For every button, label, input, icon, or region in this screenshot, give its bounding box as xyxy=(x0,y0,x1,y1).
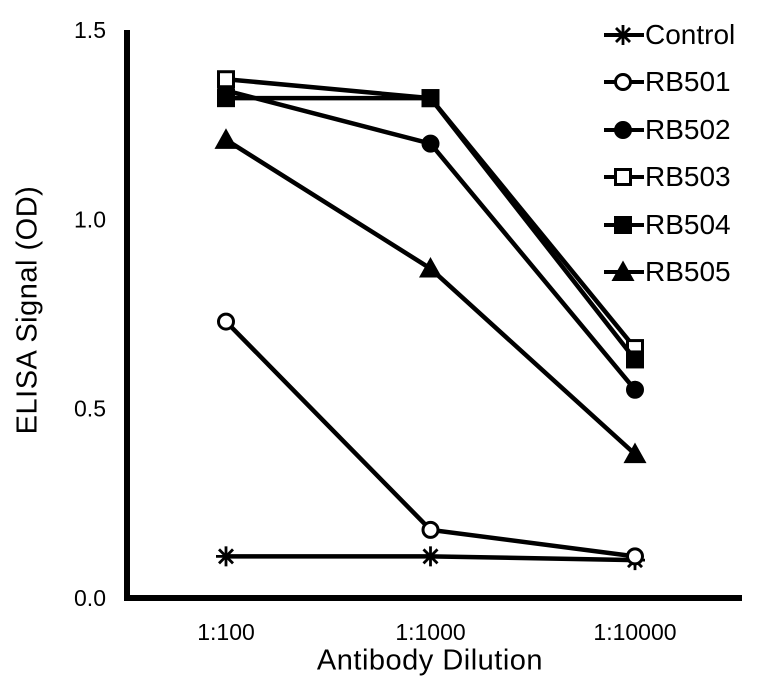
marker-square-rb503-1:100 xyxy=(217,70,235,89)
triangle-solid-icon xyxy=(604,260,644,282)
legend-label: RB502 xyxy=(645,113,731,145)
legend-label: RB504 xyxy=(645,208,731,240)
y-tick-label: 1.0 xyxy=(74,206,106,232)
y-tick-label: 0.5 xyxy=(74,396,106,422)
legend-item-control: Control xyxy=(603,11,735,59)
marker-circle-rb502-1:1000 xyxy=(421,134,440,153)
asterisk-open-icon xyxy=(604,24,644,45)
legend-label: RB503 xyxy=(645,161,731,193)
marker-asterisk-control-1:100 xyxy=(216,546,236,567)
x-tick-label: 1:10000 xyxy=(593,619,676,645)
legend-marker-rb502 xyxy=(614,120,632,139)
legend-item-rb502: RB502 xyxy=(603,106,735,154)
y-tick-label: 0.0 xyxy=(74,585,106,611)
marker-circle-rb501-1:1000 xyxy=(421,520,440,539)
x-tick-label: 1:100 xyxy=(197,619,255,645)
square-solid-icon xyxy=(604,215,644,234)
marker-circle-rb501-1:100 xyxy=(217,312,235,331)
legend-label: RB505 xyxy=(645,256,731,288)
legend-item-rb503: RB503 xyxy=(603,154,735,202)
legend-label: Control xyxy=(645,18,736,50)
marker-square-rb504-1:10000 xyxy=(626,350,644,369)
legend-marker-control xyxy=(613,24,633,45)
marker-square-rb504-1:1000 xyxy=(421,89,440,108)
x-tick-label: 1:1000 xyxy=(395,619,465,645)
circle-open-icon xyxy=(604,73,644,92)
square-open-icon xyxy=(604,168,644,187)
marker-triangle-rb505-1:100 xyxy=(214,128,238,149)
legend-item-rb501: RB501 xyxy=(603,59,735,107)
marker-triangle-rb505-1:10000 xyxy=(623,442,647,464)
marker-circle-rb501-1:10000 xyxy=(626,547,644,566)
y-tick-label: 1.5 xyxy=(74,17,106,43)
legend-marker-rb504 xyxy=(614,215,632,234)
legend-marker-rb505 xyxy=(611,260,635,282)
marker-asterisk-control-1:1000 xyxy=(420,546,441,567)
legend-label: RB501 xyxy=(645,66,731,98)
legend: Control RB501 RB502 RB503 RB504 RB505 xyxy=(603,11,735,296)
series-line-rb503 xyxy=(225,76,637,350)
legend-item-rb504: RB504 xyxy=(603,201,735,249)
x-axis-title: Antibody Dilution xyxy=(316,644,544,677)
legend-item-rb505: RB505 xyxy=(603,249,735,297)
circle-solid-icon xyxy=(604,120,644,139)
marker-triangle-rb505-1:1000 xyxy=(418,257,443,278)
y-axis-title: ELISA Signal (OD) xyxy=(11,185,44,435)
marker-square-rb504-1:100 xyxy=(217,89,235,108)
legend-marker-rb503 xyxy=(614,168,632,187)
legend-marker-rb501 xyxy=(614,73,632,92)
marker-circle-rb502-1:10000 xyxy=(626,380,644,399)
series-line-rb505 xyxy=(224,137,637,456)
axes xyxy=(124,30,742,601)
